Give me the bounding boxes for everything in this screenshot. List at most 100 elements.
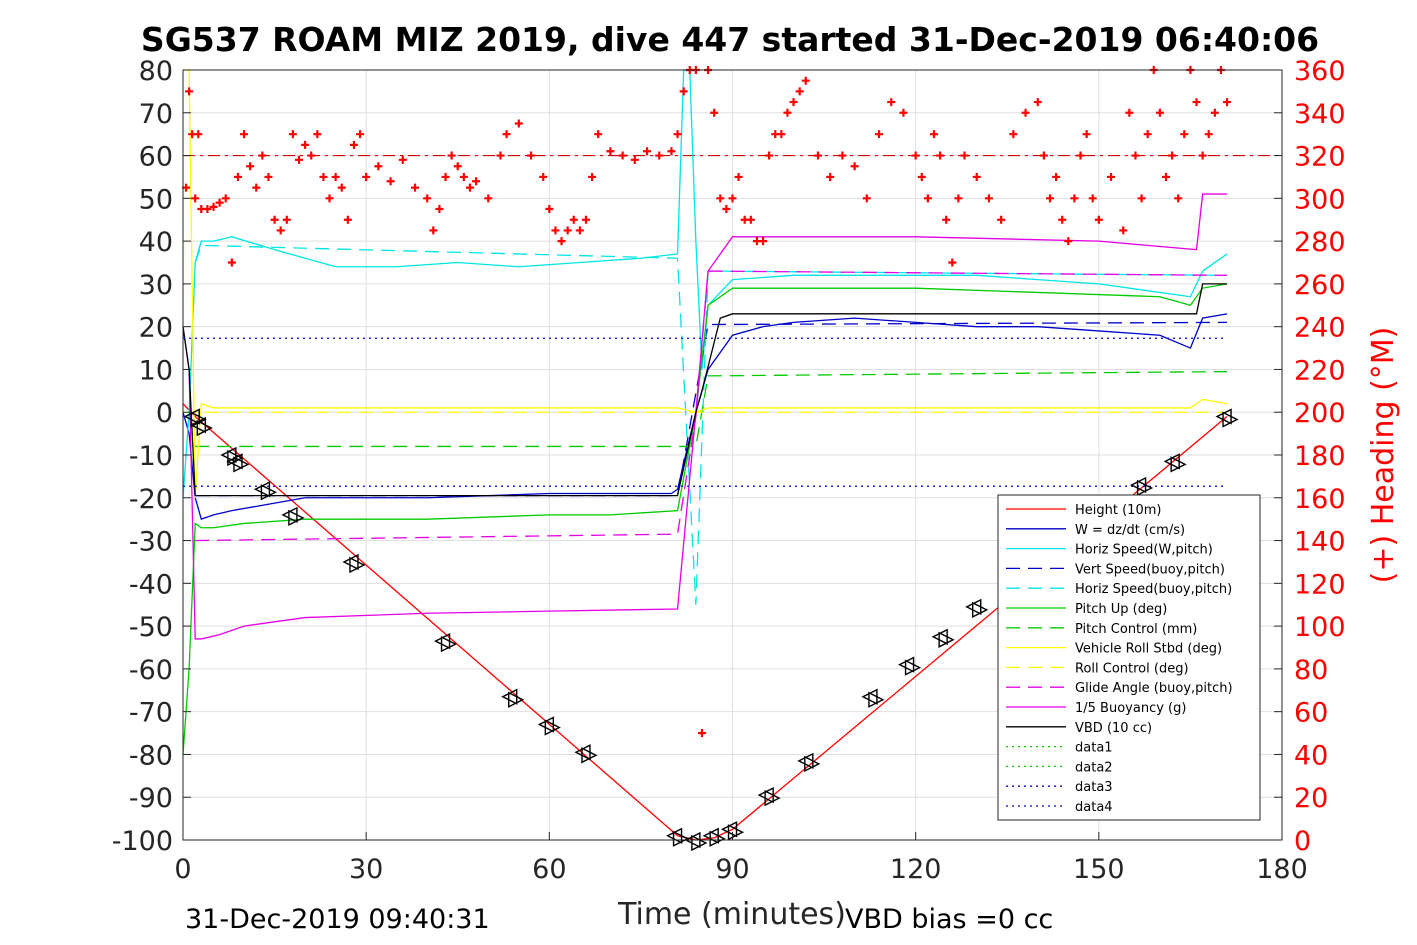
heading-point bbox=[667, 147, 676, 156]
ascent-marker bbox=[720, 821, 738, 838]
descent-marker bbox=[227, 449, 244, 467]
heading-point bbox=[697, 729, 706, 738]
descent-marker bbox=[702, 827, 719, 844]
heading-point bbox=[240, 130, 249, 139]
right-axis-label: (+) Heading (°M) bbox=[1366, 327, 1401, 584]
y-tick-label: 30 bbox=[139, 270, 173, 301]
heading-point bbox=[1223, 98, 1232, 107]
y-tick-label: 50 bbox=[139, 184, 173, 215]
heading-point bbox=[502, 130, 511, 139]
x-tick-label: 0 bbox=[174, 854, 191, 885]
heading-point bbox=[1009, 130, 1018, 139]
heading-point bbox=[838, 151, 847, 160]
heading-point bbox=[1045, 194, 1054, 203]
heading-point bbox=[997, 215, 1006, 224]
heading-point bbox=[563, 226, 572, 235]
heading-point bbox=[643, 147, 652, 156]
heading-point bbox=[618, 151, 627, 160]
y-right-tick-label: 340 bbox=[1294, 99, 1346, 130]
ascent-marker bbox=[861, 688, 878, 705]
ascent-marker bbox=[757, 786, 774, 804]
descent-marker bbox=[508, 691, 525, 708]
heading-point bbox=[954, 194, 963, 203]
y-right-tick-label: 320 bbox=[1294, 142, 1346, 173]
heading-point bbox=[1070, 194, 1079, 203]
heading-point bbox=[331, 172, 340, 181]
heading-point bbox=[325, 194, 334, 203]
heading-point bbox=[673, 130, 682, 139]
heading-point bbox=[801, 76, 810, 85]
descent-marker bbox=[233, 456, 250, 473]
y-tick-label: -50 bbox=[129, 612, 173, 643]
heading-point bbox=[813, 151, 822, 160]
heading-point bbox=[1107, 172, 1116, 181]
heading-point bbox=[1210, 108, 1219, 117]
heading-point bbox=[875, 130, 884, 139]
chart-title: SG537 ROAM MIZ 2019, dive 447 started 31… bbox=[141, 20, 1319, 59]
y-right-tick-label: 220 bbox=[1294, 355, 1346, 386]
legend-label: Pitch Control (mm) bbox=[1075, 622, 1197, 637]
heading-point bbox=[1161, 172, 1170, 181]
heading-point bbox=[362, 172, 371, 181]
heading-point bbox=[1192, 98, 1201, 107]
heading-point bbox=[1125, 108, 1134, 117]
ascent-marker bbox=[931, 628, 948, 645]
ascent-marker bbox=[1136, 479, 1154, 497]
descent-marker bbox=[709, 830, 726, 847]
heading-point bbox=[594, 130, 603, 139]
heading-point bbox=[435, 205, 444, 214]
heading-point bbox=[588, 172, 597, 181]
legend-label: Height (10m) bbox=[1075, 503, 1161, 518]
heading-point bbox=[221, 194, 230, 203]
heading-point bbox=[917, 172, 926, 181]
heading-point bbox=[569, 215, 578, 224]
heading-point bbox=[527, 151, 536, 160]
y-right-tick-label: 200 bbox=[1294, 398, 1346, 429]
heading-point bbox=[777, 130, 786, 139]
heading-point bbox=[270, 215, 279, 224]
y-tick-label: -30 bbox=[129, 527, 173, 558]
heading-point bbox=[264, 172, 273, 181]
y-right-tick-label: 240 bbox=[1294, 313, 1346, 344]
series-line-10 bbox=[182, 193, 1228, 640]
ascent-marker bbox=[868, 691, 885, 708]
heading-point bbox=[1076, 151, 1085, 160]
heading-point bbox=[484, 194, 493, 203]
heading-point bbox=[1168, 151, 1177, 160]
ascent-marker bbox=[797, 752, 814, 769]
heading-point bbox=[929, 130, 938, 139]
ascent-marker bbox=[904, 659, 922, 676]
y-right-tick-label: 280 bbox=[1294, 227, 1346, 258]
heading-point bbox=[679, 87, 688, 96]
heading-point bbox=[343, 215, 352, 224]
heading-point bbox=[765, 151, 774, 160]
y-right-tick-label: 80 bbox=[1294, 655, 1328, 686]
heading-point bbox=[1137, 194, 1146, 203]
heading-point bbox=[850, 162, 859, 171]
heading-point bbox=[972, 172, 981, 181]
y-tick-label: -60 bbox=[129, 655, 173, 686]
heading-point bbox=[783, 108, 792, 117]
heading-point bbox=[936, 151, 945, 160]
y-tick-label: -70 bbox=[129, 698, 173, 729]
y-tick-label: -90 bbox=[129, 783, 173, 814]
heading-point bbox=[655, 151, 664, 160]
heading-point bbox=[233, 172, 242, 181]
heading-point bbox=[337, 183, 346, 192]
heading-point bbox=[1039, 151, 1048, 160]
footer-timestamp: 31-Dec-2019 09:40:31 bbox=[185, 904, 490, 935]
y-tick-label: 0 bbox=[156, 398, 173, 429]
heading-point bbox=[496, 151, 505, 160]
heading-point bbox=[227, 258, 236, 267]
y-tick-label: -10 bbox=[129, 441, 173, 472]
heading-point bbox=[911, 151, 920, 160]
y-right-tick-label: 140 bbox=[1294, 527, 1346, 558]
heading-point bbox=[862, 194, 871, 203]
heading-point bbox=[258, 151, 267, 160]
series-line-3 bbox=[195, 321, 1228, 497]
heading-point bbox=[398, 155, 407, 164]
heading-point bbox=[386, 177, 395, 186]
ascent-marker bbox=[1170, 456, 1187, 473]
y-tick-label: -40 bbox=[129, 569, 173, 600]
